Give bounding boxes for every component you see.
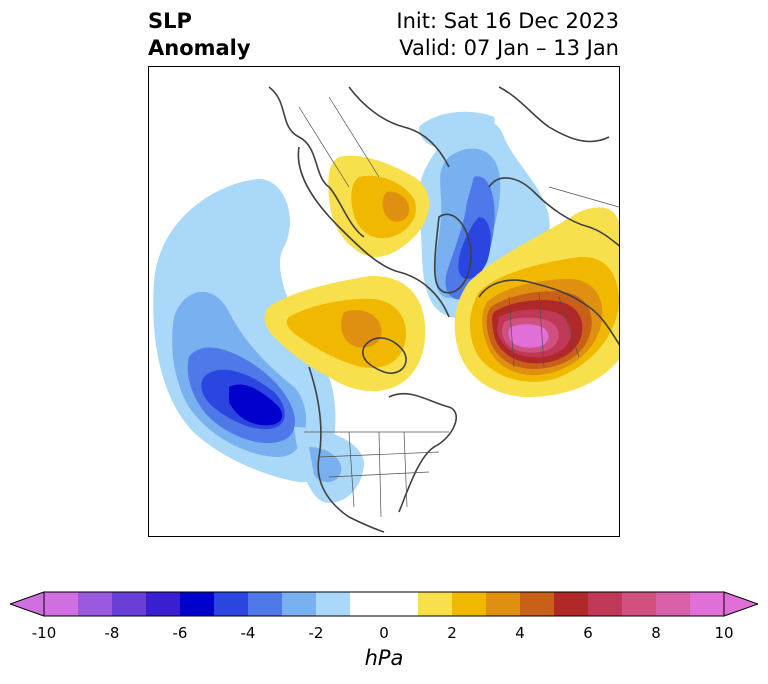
colorbar-bin	[418, 592, 452, 616]
colorbar-tick-label: -4	[240, 624, 256, 642]
colorbar-bin	[316, 592, 350, 616]
pacific-low-anomaly	[153, 179, 364, 503]
map-canvas	[153, 86, 619, 533]
colorbar-bin	[146, 592, 180, 616]
colorbar-bin	[44, 592, 78, 616]
colorbar-tick-label: -8	[104, 624, 120, 642]
colorbar-bin	[588, 592, 622, 616]
colorbar-tick-label: 8	[651, 624, 661, 642]
colorbar-tick-label: 6	[583, 624, 593, 642]
colorbar-bin	[486, 592, 520, 616]
map-subtitle: Init: Sat 16 Dec 2023 Valid: 07 Jan – 13…	[396, 8, 619, 62]
coastlines	[268, 86, 619, 533]
colorbar-unit: hPa	[364, 646, 404, 670]
colorbar-tick-label: -10	[31, 624, 57, 642]
colorbar-bin	[248, 592, 282, 616]
colorbar-tick-label: 2	[447, 624, 457, 642]
colorbar-tick-label: -2	[308, 624, 324, 642]
colorbar-bin	[350, 592, 418, 616]
colorbar-bin	[452, 592, 486, 616]
colorbar-tick-label: -6	[172, 624, 188, 642]
borders	[298, 96, 619, 518]
title-variable: SLP	[148, 9, 192, 33]
valid-period: Valid: 07 Jan – 13 Jan	[399, 36, 619, 60]
colorbar	[10, 591, 758, 617]
colorbar-bin	[180, 592, 214, 616]
colorbar-bin	[214, 592, 248, 616]
colorbar-bin	[78, 592, 112, 616]
colorbar-bin	[622, 592, 656, 616]
canada-high-anomaly	[264, 155, 429, 392]
map-title: SLP Anomaly	[148, 8, 251, 62]
colorbar-extend-high	[723, 591, 758, 617]
colorbar-bin	[520, 592, 554, 616]
init-time: Init: Sat 16 Dec 2023	[396, 9, 619, 33]
colorbar-bin	[282, 592, 316, 616]
europe-high-anomaly	[454, 207, 619, 397]
colorbar-bins	[44, 592, 724, 616]
colorbar-bin	[112, 592, 146, 616]
colorbar-tick-label: 4	[515, 624, 525, 642]
colorbar-extend-low	[10, 591, 45, 617]
title-field: Anomaly	[148, 36, 251, 60]
colorbar-bin	[656, 592, 690, 616]
colorbar-tick-label: 10	[714, 624, 734, 642]
colorbar-tick-label: 0	[379, 624, 389, 642]
colorbar-bin	[690, 592, 724, 616]
colorbar-outline	[43, 591, 725, 617]
anomaly-map	[148, 66, 620, 537]
colorbar-bin	[554, 592, 588, 616]
